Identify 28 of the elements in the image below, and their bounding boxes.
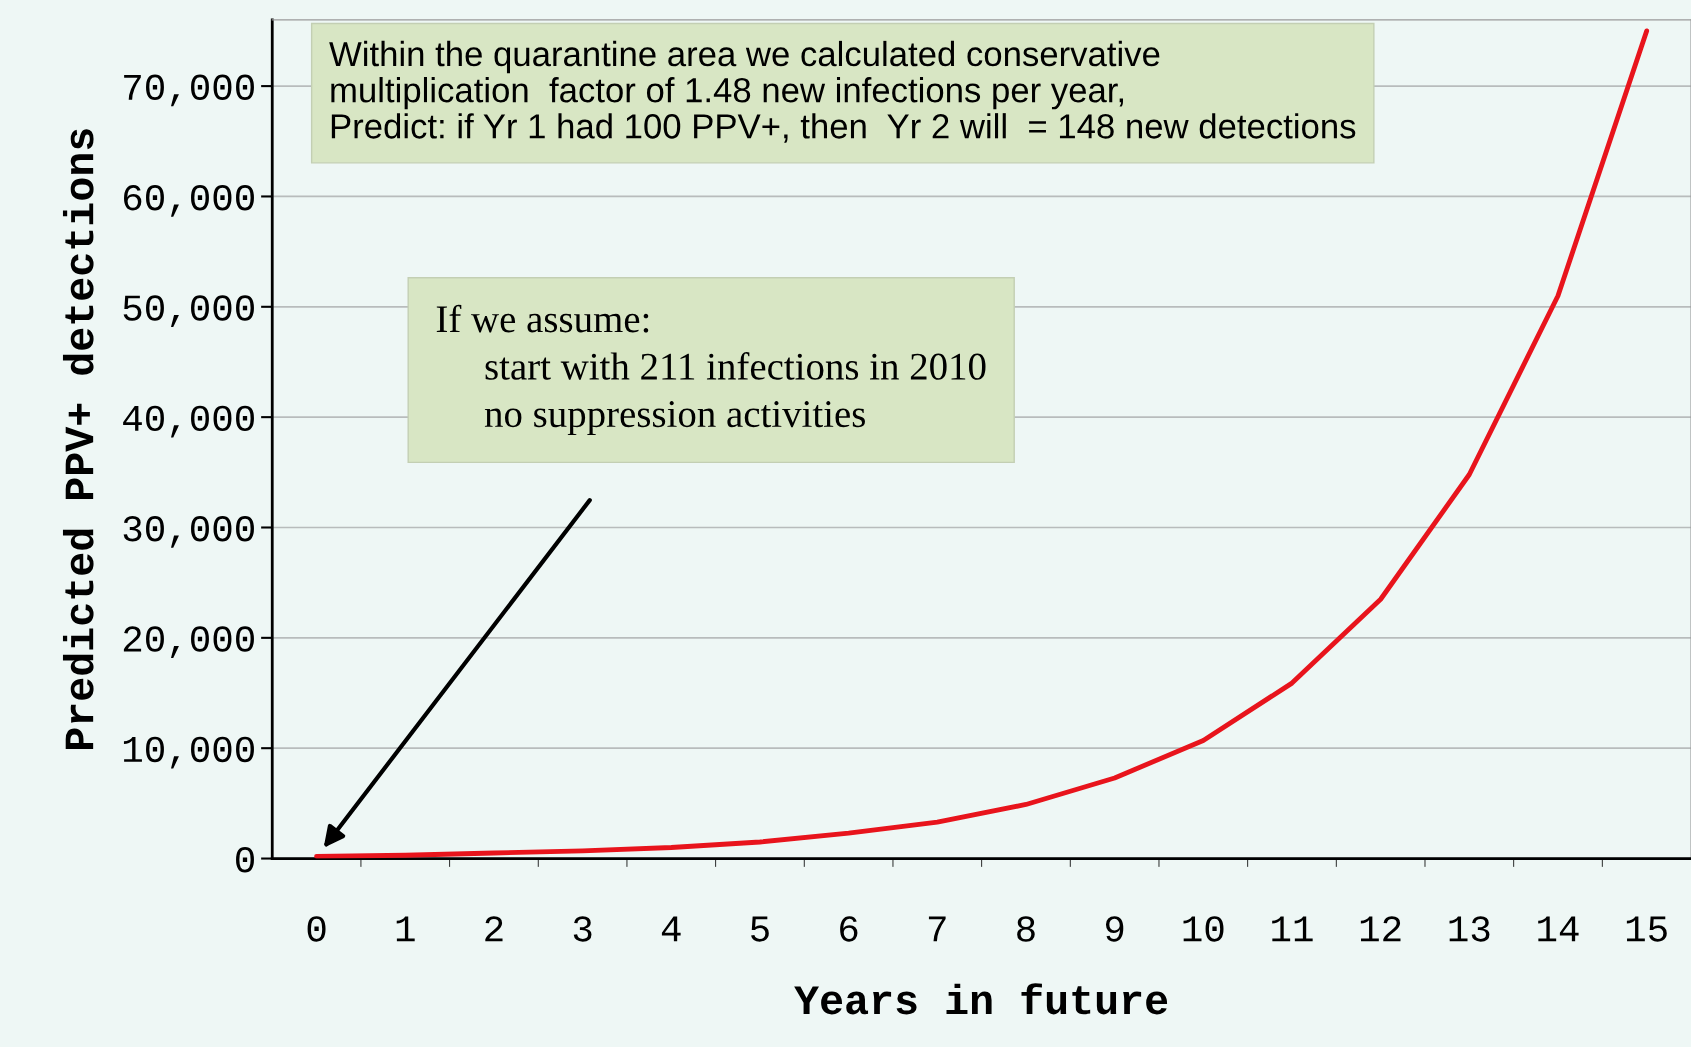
- x-tick-label: 0: [307, 916, 326, 942]
- annotation: If we assume: start with 211 infections in 2010 no suppression activities: [436, 304, 986, 436]
- x-tick-label: 11: [1272, 916, 1313, 942]
- x-tick-label: 7: [928, 916, 946, 942]
- y-tick-label: 60,000: [124, 184, 254, 217]
- x-tick-label: 9: [1105, 916, 1124, 942]
- x-tick-label: 6: [840, 916, 858, 942]
- x-tick-label: 1: [396, 916, 415, 942]
- y-tick-label: 50,000: [123, 295, 254, 328]
- x-tick-label: 12: [1360, 916, 1401, 942]
- x-tick-label: 5: [751, 916, 769, 942]
- y-axis-title: Predicted PPV+ detections: [62, 129, 94, 750]
- x-tick-label: 3: [573, 916, 592, 942]
- y-tick-label: 0: [236, 847, 254, 873]
- x-axis-title: Years in future: [794, 983, 1168, 1015]
- x-tick-label: 10: [1183, 916, 1224, 942]
- x-tick-label: 4: [661, 916, 681, 942]
- x-tick-label: 13: [1449, 916, 1490, 942]
- y-tick-label: 40,000: [123, 405, 254, 438]
- x-tick-label: 14: [1538, 916, 1579, 942]
- annotation: Within the quarantine area we calculated conservative multiplication factor of 1.48 new infections per year, Predict: if Yr 1 had 100 PPV+, then Yr 2 will = 148 new detections: [329, 40, 1356, 143]
- y-tick-label: 20,000: [123, 626, 254, 659]
- x-tick-label: 2: [485, 916, 503, 942]
- y-tick-label: 30,000: [123, 516, 254, 548]
- y-tick-label: 70,000: [124, 74, 254, 107]
- x-tick-label: 15: [1626, 916, 1667, 942]
- x-tick-label: 8: [1017, 916, 1035, 942]
- y-tick-label: 10,000: [123, 736, 254, 769]
